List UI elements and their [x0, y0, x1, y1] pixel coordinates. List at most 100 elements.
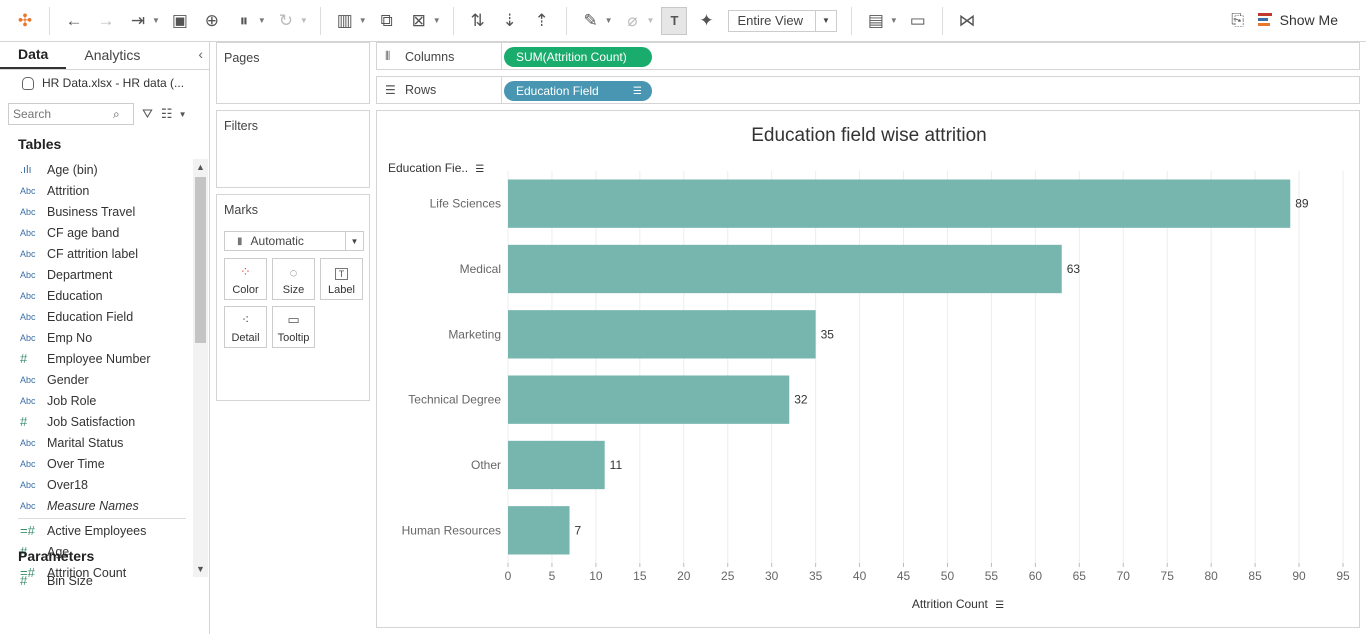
scroll-down-icon[interactable]: ▼ [196, 564, 205, 574]
field-item[interactable]: Abc Attrition [0, 180, 192, 201]
chevron-down-icon[interactable]: ▼ [152, 16, 160, 25]
field-item[interactable]: Abc Education [0, 285, 192, 306]
clear-sheet-icon[interactable]: ⊠ [411, 10, 426, 30]
show-mark-labels-icon[interactable]: T [661, 6, 688, 35]
field-item[interactable]: Abc Measure Names [0, 495, 192, 516]
pages-card[interactable]: Pages [216, 42, 370, 104]
chevron-down-icon[interactable]: ▼ [432, 16, 441, 25]
x-axis-title[interactable]: Attrition Count ☰ [377, 597, 1366, 611]
rows-shelf[interactable]: ☰ Rows Education Field ☰ [376, 76, 1360, 104]
tick-label: 15 [633, 569, 647, 583]
chevron-down-icon[interactable]: ▼ [299, 16, 308, 25]
chevron-down-icon[interactable]: ▼ [889, 16, 898, 25]
bar[interactable] [508, 375, 790, 424]
chart-title[interactable]: Education field wise attrition [751, 125, 987, 146]
pin-axes-icon[interactable]: ✦ [699, 10, 714, 30]
field-item[interactable]: # Employee Number [0, 348, 192, 369]
tick-label: 35 [809, 569, 823, 583]
sort-descending-icon[interactable]: ⇡ [534, 10, 549, 30]
collapse-pane-icon[interactable]: ‹ [198, 46, 203, 62]
duplicate-sheet-icon[interactable]: ⧉ [380, 10, 393, 30]
field-item[interactable]: Abc Emp No [0, 327, 192, 348]
detail-button[interactable]: ⁖ Detail [224, 306, 267, 348]
undo-icon[interactable]: ← [65, 10, 83, 30]
row-header[interactable]: Education Fie.. ☰ [388, 161, 484, 175]
parameter-bin-size[interactable]: # Bin Size [20, 570, 93, 591]
view-options-icon[interactable]: ☷ [160, 106, 173, 121]
field-item[interactable]: # Job Satisfaction [0, 411, 192, 432]
field-list-scrollbar[interactable]: ▲ ▼ [193, 159, 208, 577]
chevron-down-icon[interactable]: ▼ [257, 16, 266, 25]
color-button[interactable]: ⁘ Color [224, 258, 267, 300]
field-item[interactable]: Abc Education Field [0, 306, 192, 327]
show-me-button[interactable]: Show Me [1257, 12, 1338, 28]
scroll-up-icon[interactable]: ▲ [196, 162, 205, 172]
search-input[interactable] [13, 107, 113, 121]
bar[interactable] [508, 179, 1291, 228]
format-painter-icon[interactable]: ⎘ [1231, 12, 1244, 29]
share-icon[interactable]: ⋈ [958, 10, 976, 30]
filter-icon[interactable]: ⛛ [142, 106, 153, 121]
shelf-divider [501, 77, 502, 103]
save-icon[interactable]: ▣ [171, 10, 188, 30]
field-item[interactable]: =# Active Employees [0, 520, 192, 541]
tableau-logo-icon[interactable]: ✣ [17, 10, 33, 30]
fit-view-select[interactable]: Entire View ▼ [728, 9, 837, 32]
bar[interactable] [508, 440, 605, 490]
bar[interactable] [508, 244, 1062, 294]
show-cards-icon[interactable]: ▤ [867, 10, 884, 30]
swap-rows-columns-icon[interactable]: ⇅ [470, 10, 485, 30]
field-item[interactable]: Abc CF age band [0, 222, 192, 243]
sort-icon[interactable]: ☰ [995, 600, 1005, 611]
bar[interactable] [508, 506, 570, 555]
field-item[interactable]: Abc Gender [0, 369, 192, 390]
tick-label: 90 [1292, 569, 1306, 583]
field-item[interactable]: .ılı Age (bin) [0, 159, 192, 180]
columns-shelf[interactable]: ⦀ Columns SUM(Attrition Count) [376, 42, 1360, 70]
chevron-down-icon[interactable]: ▼ [604, 16, 613, 25]
scrollbar-thumb[interactable] [195, 177, 206, 343]
tooltip-button[interactable]: ▭ Tooltip [272, 306, 315, 348]
field-item[interactable]: Abc Over18 [0, 474, 192, 495]
toolbar-divider [850, 6, 852, 35]
size-button[interactable]: ◌ Size [272, 258, 315, 300]
field-item[interactable]: Abc Department [0, 264, 192, 285]
columns-icon: ⦀ [385, 49, 391, 63]
datasource-name: HR Data.xlsx - HR data (... [42, 76, 185, 90]
field-item[interactable]: Abc Over Time [0, 453, 192, 474]
new-worksheet-icon[interactable]: ▥ [336, 10, 353, 30]
field-item[interactable]: # Age [0, 541, 192, 562]
chevron-down-icon[interactable]: ▼ [178, 109, 187, 119]
replay-icon[interactable]: ⇥ [130, 10, 146, 30]
field-item[interactable]: Abc CF attrition label [0, 243, 192, 264]
chevron-down-icon[interactable]: ▼ [646, 16, 655, 25]
field-item[interactable]: Abc Marital Status [0, 432, 192, 453]
sort-ascending-icon[interactable]: ⇣ [502, 10, 517, 30]
filters-card[interactable]: Filters [216, 110, 370, 188]
pause-updates-icon[interactable]: ⏸ [239, 10, 249, 30]
columns-pill[interactable]: SUM(Attrition Count) [504, 47, 652, 67]
presentation-mode-icon[interactable]: ▭ [909, 10, 926, 30]
datasource-item[interactable]: HR Data.xlsx - HR data (... [0, 70, 209, 96]
rows-pill[interactable]: Education Field ☰ [504, 81, 652, 101]
field-item[interactable]: =# Attrition Count [0, 562, 192, 577]
tick-label: 95 [1336, 569, 1350, 583]
highlight-icon[interactable]: ✎ [583, 10, 598, 30]
mark-type-select[interactable]: ▮ Automatic ▼ [224, 231, 364, 251]
bar[interactable] [508, 310, 816, 359]
field-item[interactable]: Abc Business Travel [0, 201, 192, 222]
redo-icon[interactable]: → [97, 10, 115, 30]
search-icon[interactable]: ⌕ [113, 106, 120, 121]
field-item[interactable]: Abc Job Role [0, 390, 192, 411]
new-datasource-icon[interactable]: ⊕ [204, 10, 220, 30]
tab-data[interactable]: Data [0, 46, 67, 69]
label-button[interactable]: T Label [320, 258, 363, 300]
chevron-down-icon[interactable]: ▼ [358, 16, 367, 25]
parameters-heading: Parameters [18, 548, 95, 564]
refresh-icon[interactable]: ↻ [278, 10, 293, 30]
search-box[interactable]: ⌕ [8, 103, 134, 125]
field-name: Education Field [47, 309, 134, 324]
group-members-icon[interactable]: ⌀ [627, 10, 638, 30]
tab-analytics[interactable]: Analytics [84, 47, 141, 63]
sort-icon[interactable]: ☰ [475, 164, 485, 175]
